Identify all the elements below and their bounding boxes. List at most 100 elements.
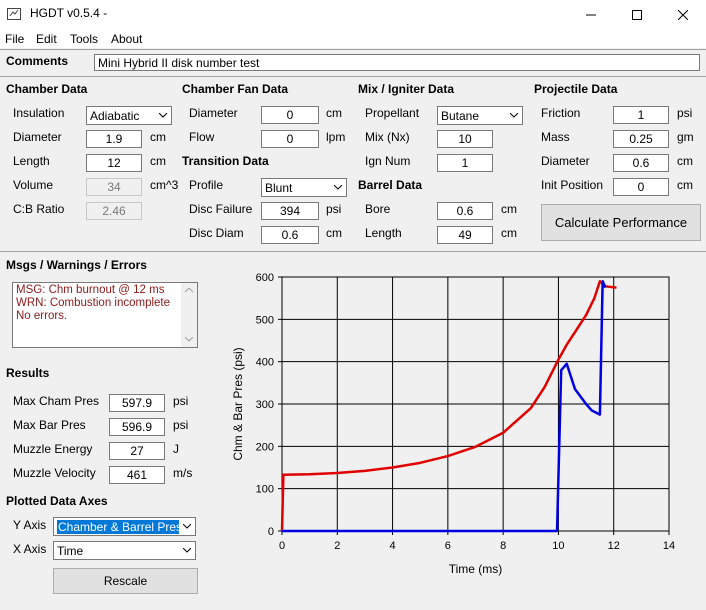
profile-select[interactable]: Blunt <box>261 178 347 197</box>
bore-label: Bore <box>365 202 391 216</box>
chamber-pressure-line <box>280 279 617 532</box>
transition-section-title: Transition Data <box>182 154 269 168</box>
x-axis-title: Time (ms) <box>449 562 503 576</box>
max-cham-pres-unit: psi <box>173 394 189 408</box>
fan-diameter-unit: cm <box>326 106 342 120</box>
app-icon <box>7 8 21 20</box>
profile-value: Blunt <box>265 180 293 195</box>
chevron-down-icon <box>330 179 346 196</box>
friction-label: Friction <box>541 106 581 120</box>
max-bar-pres-field: 596.9 <box>109 418 165 436</box>
chevron-up-icon <box>185 288 193 293</box>
max-bar-pres-label: Max Bar Pres <box>13 418 86 432</box>
y-axis-value: Chamber & Barrel Pressure <box>57 519 195 534</box>
bore-input[interactable]: 0.6 <box>437 202 493 220</box>
propellant-label: Propellant <box>365 106 420 120</box>
menu-tools[interactable]: Tools <box>70 32 99 46</box>
menu-edit[interactable]: Edit <box>36 32 57 46</box>
disc-failure-label: Disc Failure <box>189 202 253 216</box>
chevron-down-icon <box>179 542 195 559</box>
disc-failure-input[interactable]: 394 <box>261 202 319 220</box>
title-bar: HGDT v0.5.4 - <box>0 0 706 29</box>
muzzle-energy-unit: J <box>173 442 179 456</box>
x-axis-value: Time <box>57 543 84 558</box>
maximize-icon[interactable] <box>614 0 660 29</box>
x-tick-label: 0 <box>279 540 285 552</box>
disc-diam-label: Disc Diam <box>189 226 244 240</box>
max-bar-pres-unit: psi <box>173 418 189 432</box>
ign-num-input[interactable]: 1 <box>437 154 493 172</box>
insulation-value: Adiabatic <box>90 108 140 123</box>
chamber-volume-label: Volume <box>13 178 54 192</box>
y-axis-select[interactable]: Chamber & Barrel Pressure <box>53 517 196 536</box>
mix-section-title: Mix / Igniter Data <box>358 82 455 96</box>
propellant-value: Butane <box>441 108 480 123</box>
fan-section-title: Chamber Fan Data <box>182 82 289 96</box>
axes-section-title: Plotted Data Axes <box>6 494 108 508</box>
ign-num-label: Ign Num <box>365 154 411 168</box>
propellant-select[interactable]: Butane <box>437 106 523 125</box>
chevron-down-icon <box>179 518 195 535</box>
y-tick-label: 100 <box>256 484 274 496</box>
fan-diameter-input[interactable]: 0 <box>261 106 319 124</box>
insulation-select[interactable]: Adiabatic <box>86 106 172 125</box>
mix-input[interactable]: 10 <box>437 130 493 148</box>
y-tick-label: 300 <box>256 399 274 411</box>
chevron-down-icon <box>185 337 193 342</box>
msgs-section-title: Msgs / Warnings / Errors <box>6 258 147 272</box>
x-axis-select[interactable]: Time <box>53 541 196 560</box>
message-line: WRN: Combustion incomplete <box>16 297 171 309</box>
x-tick-label: 14 <box>663 540 675 552</box>
y-tick-label: 200 <box>256 441 274 453</box>
divider <box>0 49 706 50</box>
messages-box[interactable]: MSG: Chm burnout @ 12 ms WRN: Combustion… <box>12 282 198 348</box>
profile-label: Profile <box>189 178 224 192</box>
muzzle-velocity-label: Muzzle Velocity <box>13 466 96 480</box>
comments-input[interactable]: Mini Hybrid II disk number test <box>94 54 700 71</box>
barrel-length-unit: cm <box>501 226 517 240</box>
fan-flow-input[interactable]: 0 <box>261 130 319 148</box>
mass-unit: gm <box>677 130 694 144</box>
close-icon[interactable] <box>660 0 706 29</box>
minimize-icon[interactable] <box>568 0 614 29</box>
message-line: No errors. <box>16 310 68 322</box>
projectile-diameter-input[interactable]: 0.6 <box>613 154 669 172</box>
x-tick-label: 10 <box>552 540 564 552</box>
chevron-down-icon <box>155 107 171 124</box>
menu-about[interactable]: About <box>111 32 143 46</box>
disc-diam-input[interactable]: 0.6 <box>261 226 319 244</box>
messages-scrollbar[interactable] <box>181 283 197 347</box>
rescale-button[interactable]: Rescale <box>53 568 198 594</box>
mass-input[interactable]: 0.25 <box>613 130 669 148</box>
y-axis-title: Chm & Bar Pres (psi) <box>231 347 245 460</box>
fan-flow-unit: lpm <box>326 130 346 144</box>
max-cham-pres-field: 597.9 <box>109 394 165 412</box>
muzzle-velocity-field: 461 <box>109 466 165 484</box>
divider <box>0 251 706 252</box>
chamber-diameter-unit: cm <box>150 130 166 144</box>
init-position-input[interactable]: 0 <box>613 178 669 196</box>
y-tick-label: 500 <box>256 314 274 326</box>
cb-ratio-field: 2.46 <box>86 202 142 220</box>
x-tick-label: 8 <box>500 540 506 552</box>
projectile-diameter-unit: cm <box>677 154 693 168</box>
menu-file[interactable]: File <box>5 32 25 46</box>
chamber-length-input[interactable]: 12 <box>86 154 142 172</box>
init-position-label: Init Position <box>541 178 604 192</box>
pressure-chart: 0 2 4 6 8 10 12 14 0 100 200 300 400 500 600 Time (ms) C… <box>231 272 675 576</box>
barrel-length-input[interactable]: 49 <box>437 226 493 244</box>
friction-input[interactable]: 1 <box>613 106 669 124</box>
chevron-down-icon <box>506 107 522 124</box>
y-tick-label: 600 <box>256 272 274 284</box>
chamber-diameter-input[interactable]: 1.9 <box>86 130 142 148</box>
calculate-performance-button[interactable]: Calculate Performance <box>541 204 701 241</box>
projectile-diameter-label: Diameter <box>541 154 590 168</box>
chamber-diameter-label: Diameter <box>13 130 62 144</box>
chamber-volume-unit: cm^3 <box>150 178 179 192</box>
disc-failure-unit: psi <box>326 202 342 216</box>
x-tick-label: 4 <box>390 540 396 552</box>
muzzle-energy-label: Muzzle Energy <box>13 442 93 456</box>
barrel-pressure-line <box>282 279 607 533</box>
x-axis-label: X Axis <box>13 542 47 556</box>
muzzle-energy-field: 27 <box>109 442 165 460</box>
